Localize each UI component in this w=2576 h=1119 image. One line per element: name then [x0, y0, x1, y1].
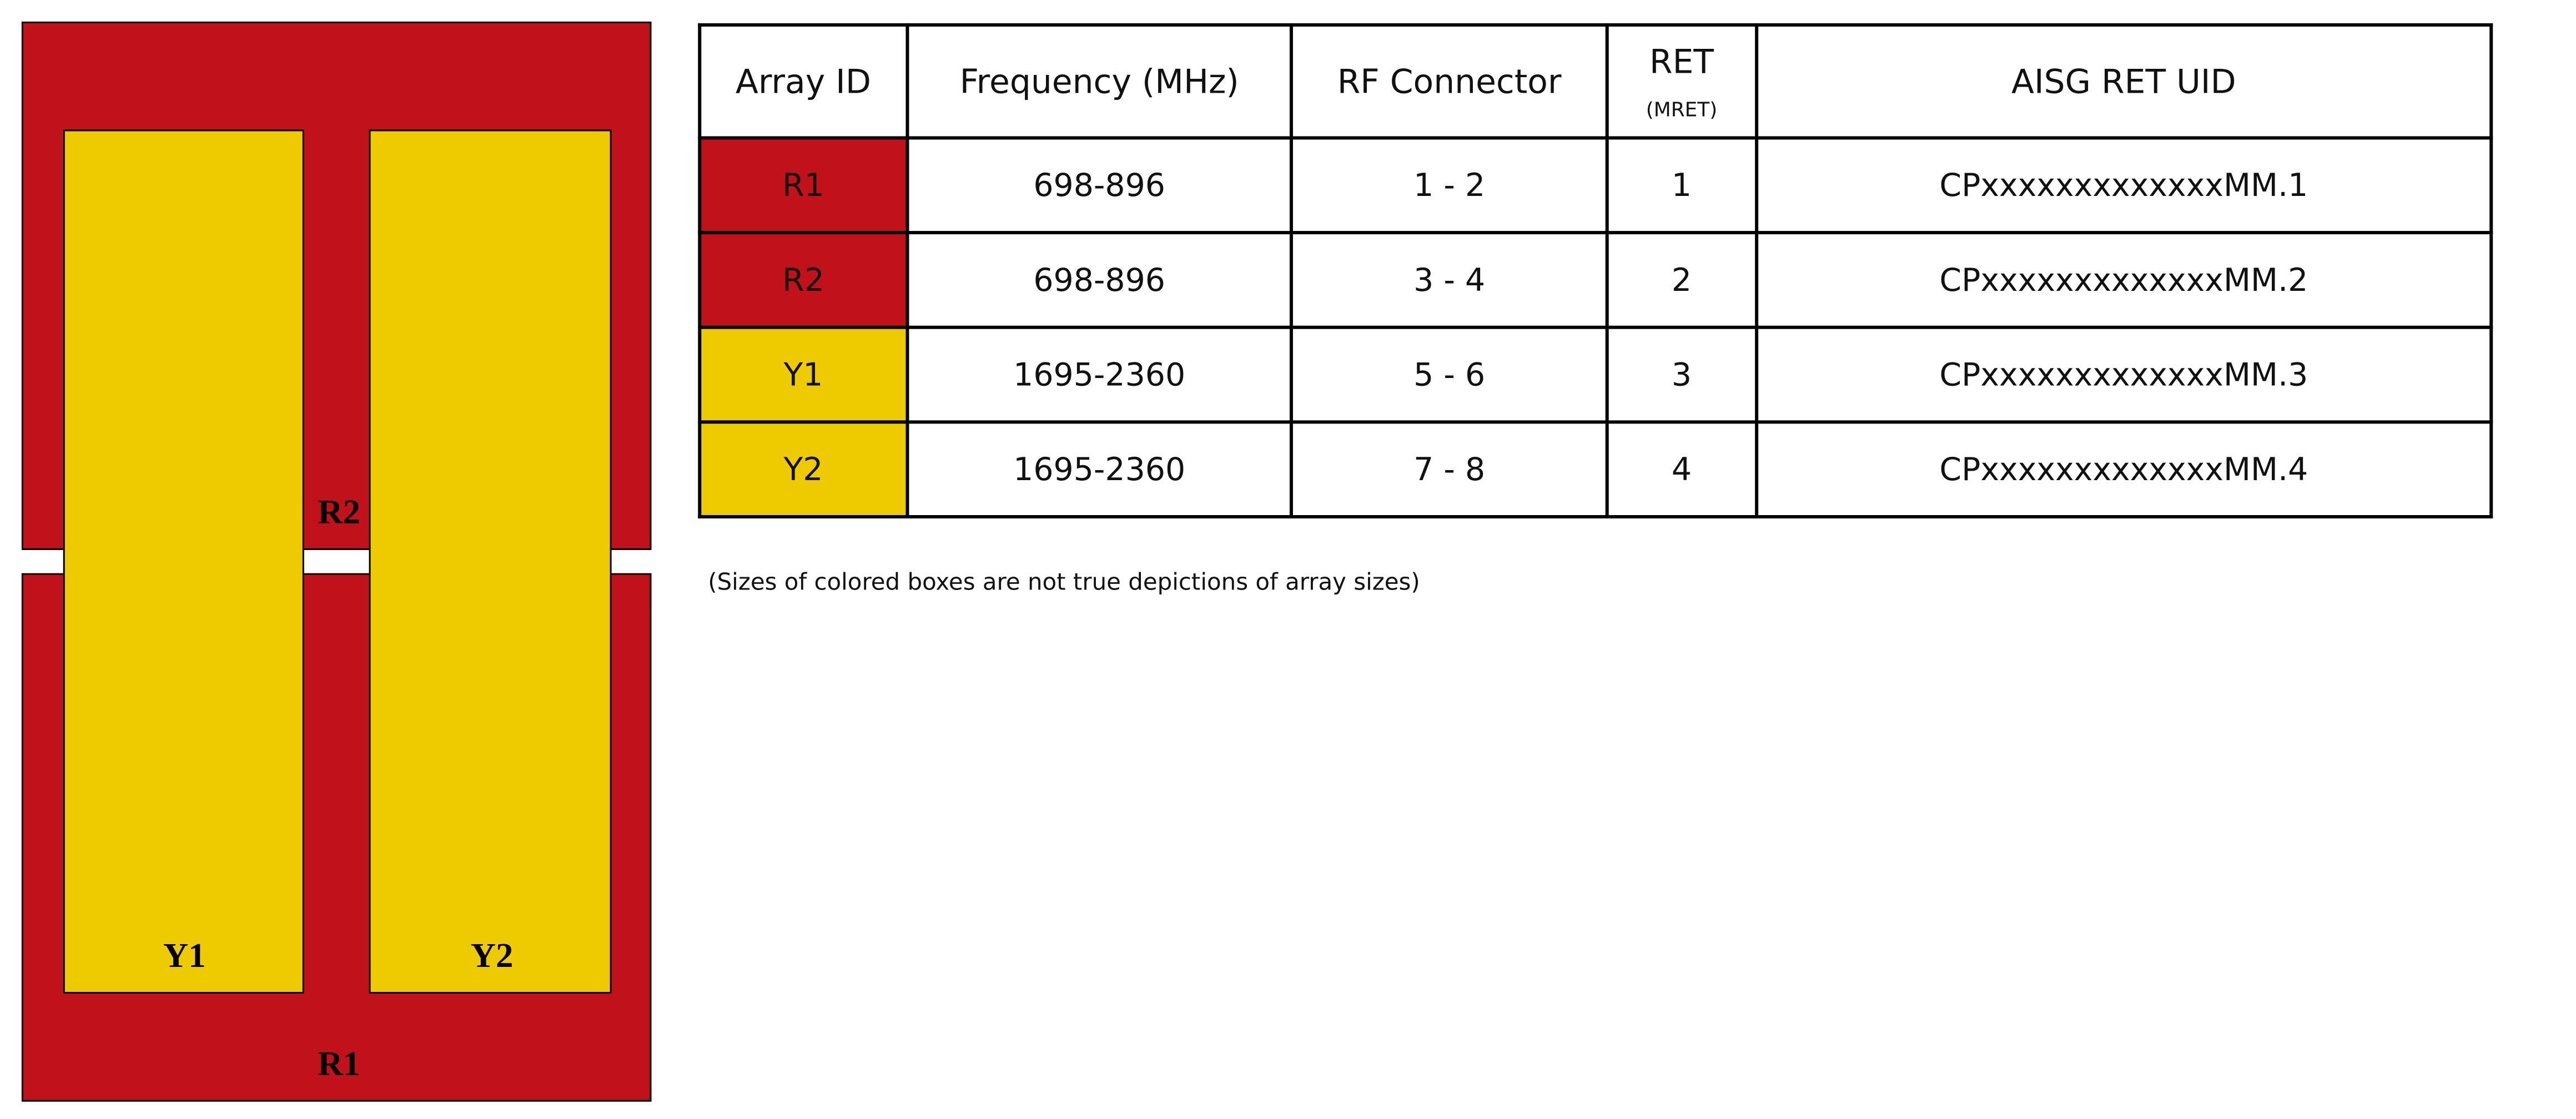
cell-ret: 2 [1605, 231, 1758, 329]
header-ret-label: RET [1649, 41, 1714, 82]
table-row: R1 698-896 1 - 2 1 CPxxxxxxxxxxxxxMM.1 [698, 136, 2493, 235]
cell-rf-connector: 1 - 2 [1290, 136, 1609, 235]
header-frequency: Frequency (MHz) [905, 23, 1294, 140]
table-header-row: Array ID Frequency (MHz) RF Connector RE… [698, 23, 2493, 140]
cell-frequency: 698-896 [905, 136, 1294, 235]
cell-array-id: Y1 [698, 325, 909, 424]
cell-rf-connector: 7 - 8 [1290, 420, 1609, 518]
label-y2: Y2 [470, 935, 514, 976]
header-ret-sub: (MRET) [1646, 98, 1718, 122]
cell-ret: 1 [1605, 136, 1758, 235]
cell-rf-connector: 5 - 6 [1290, 325, 1609, 424]
header-uid: AISG RET UID [1754, 23, 2493, 140]
cell-frequency: 1695-2360 [905, 420, 1294, 518]
cell-rf-connector: 3 - 4 [1290, 231, 1609, 329]
cell-uid: CPxxxxxxxxxxxxxMM.3 [1754, 325, 2493, 424]
cell-uid: CPxxxxxxxxxxxxxMM.1 [1754, 136, 2493, 235]
cell-frequency: 698-896 [905, 231, 1294, 329]
array-y2-block [369, 129, 612, 994]
table-row: Y2 1695-2360 7 - 8 4 CPxxxxxxxxxxxxxMM.4 [698, 420, 2493, 518]
table-row: R2 698-896 3 - 4 2 CPxxxxxxxxxxxxxMM.2 [698, 231, 2493, 329]
cell-frequency: 1695-2360 [905, 325, 1294, 424]
cell-array-id: Y2 [698, 420, 909, 518]
table-row: Y1 1695-2360 5 - 6 3 CPxxxxxxxxxxxxxMM.3 [698, 325, 2493, 424]
cell-ret: 4 [1605, 420, 1758, 518]
cell-uid: CPxxxxxxxxxxxxxMM.4 [1754, 420, 2493, 518]
array-table: Array ID Frequency (MHz) RF Connector RE… [698, 23, 2493, 518]
cell-array-id: R2 [698, 231, 909, 329]
header-array-id: Array ID [698, 23, 909, 140]
cell-ret: 3 [1605, 325, 1758, 424]
label-r1: R1 [318, 1043, 361, 1083]
label-y1: Y1 [163, 935, 206, 976]
label-r2: R2 [318, 492, 361, 532]
cell-array-id: R1 [698, 136, 909, 235]
array-y1-block [63, 129, 304, 994]
header-ret: RET (MRET) [1605, 23, 1758, 140]
cell-uid: CPxxxxxxxxxxxxxMM.2 [1754, 231, 2493, 329]
header-rf-connector: RF Connector [1290, 23, 1609, 140]
footnote: (Sizes of colored boxes are not true dep… [708, 569, 1420, 597]
